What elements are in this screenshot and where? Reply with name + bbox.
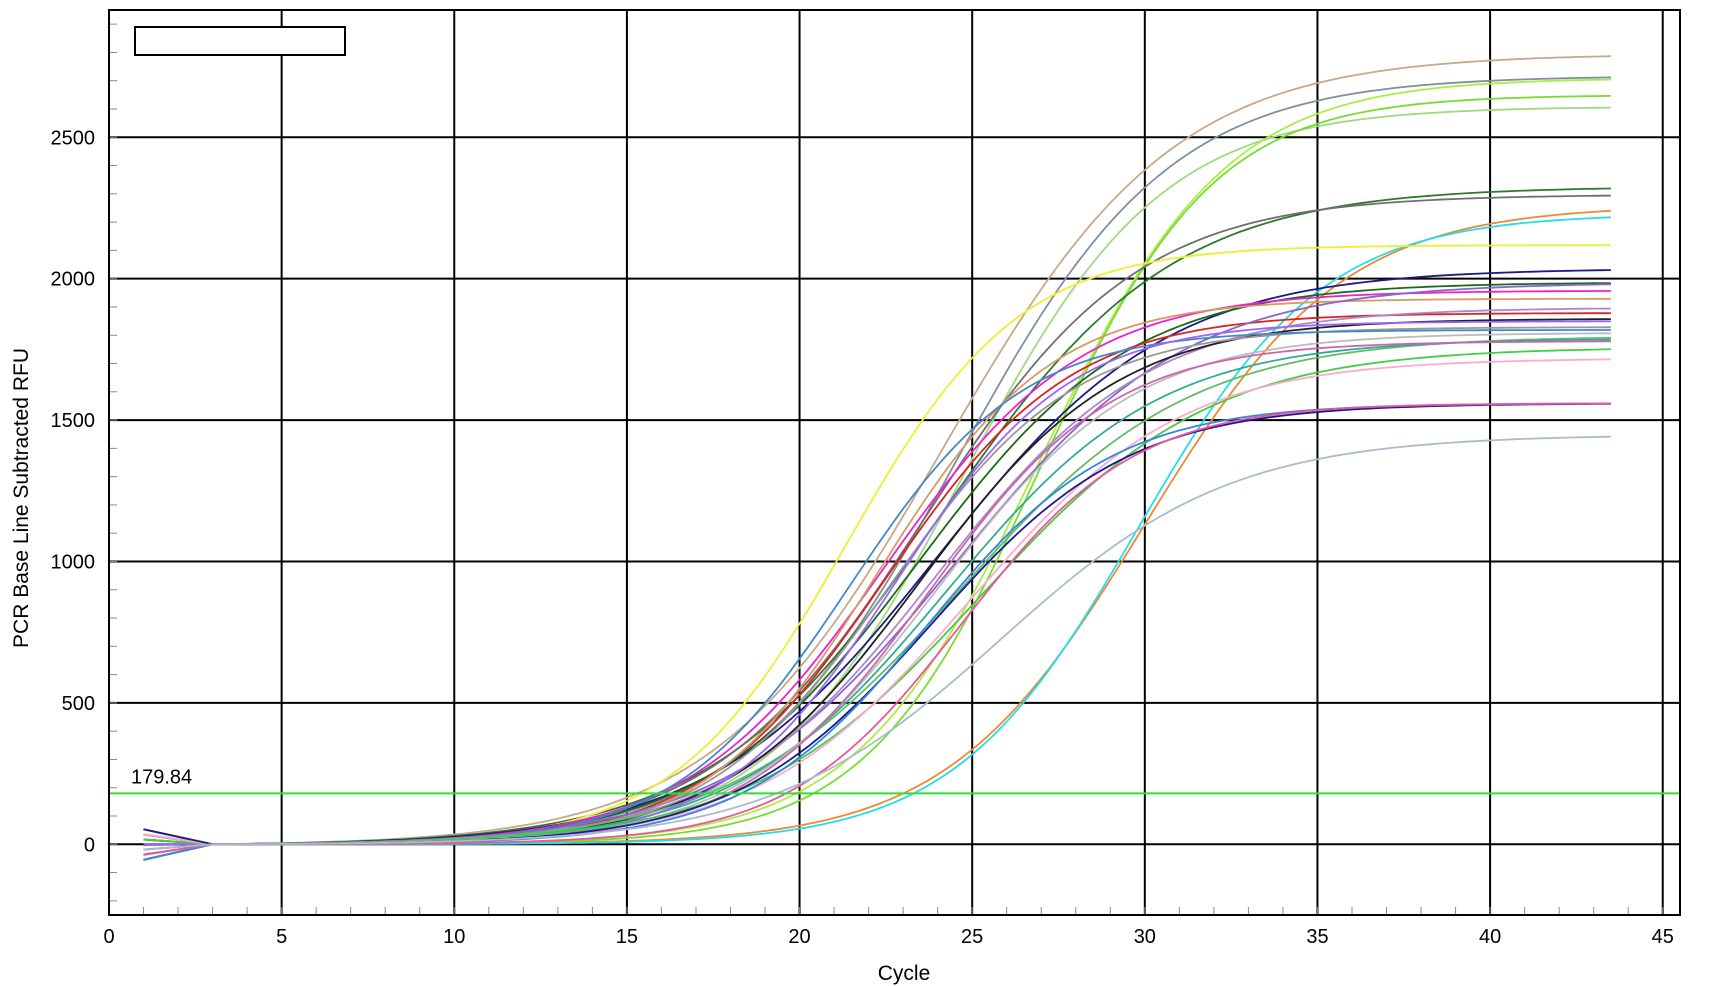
x-tick-label: 40 (1479, 926, 1501, 948)
plot-area-frame (108, 9, 1681, 916)
x-tick-label: 10 (443, 926, 465, 948)
x-tick-label: 45 (1652, 926, 1674, 948)
x-tick-label: 35 (1306, 926, 1328, 948)
threshold-line-group: 179.84 (109, 766, 1680, 795)
threshold-label: 179.84 (131, 766, 192, 788)
y-tick-label: 1000 (51, 551, 96, 573)
x-tick-label: 15 (616, 926, 638, 948)
y-tick-label: 2000 (51, 269, 96, 291)
y-tick-label: 1500 (51, 410, 96, 432)
minor-ticks (108, 23, 1664, 915)
x-tick-label: 5 (276, 926, 287, 948)
y-tick-label: 0 (84, 834, 95, 856)
legend-box[interactable] (134, 26, 346, 56)
y-tick-label: 500 (62, 693, 95, 715)
x-tick-label: 25 (961, 926, 983, 948)
x-tick-labels: 0 5 10 15 20 25 30 35 40 45 (103, 926, 1673, 948)
amplification-curve[interactable] (143, 402, 1611, 856)
x-tick-label: 30 (1134, 926, 1156, 948)
x-axis-title: Cycle (878, 962, 931, 985)
x-tick-label: 0 (103, 926, 114, 948)
y-tick-labels: 0 500 1000 1500 2000 2500 (51, 127, 96, 856)
y-tick-label: 2500 (51, 127, 96, 149)
amplification-curve[interactable] (143, 435, 1611, 851)
y-axis-title: PCR Base Line Subtracted RFU (10, 348, 33, 648)
x-tick-label: 20 (788, 926, 810, 948)
amplification-curves (143, 55, 1611, 862)
